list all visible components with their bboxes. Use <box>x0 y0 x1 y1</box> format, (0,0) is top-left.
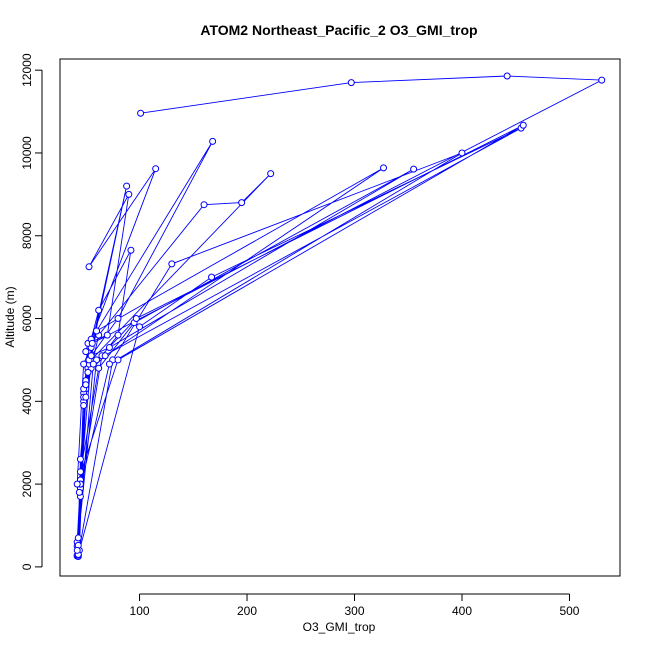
data-point <box>127 246 135 254</box>
data-point <box>123 182 131 190</box>
data-point <box>82 348 90 356</box>
data-point <box>88 339 96 347</box>
data-point <box>84 368 92 376</box>
data-point <box>95 306 103 314</box>
data-point <box>75 488 83 496</box>
data-point <box>80 401 88 409</box>
x-tick-label: 200 <box>237 604 257 618</box>
data-point <box>168 260 176 268</box>
data-point <box>136 323 144 331</box>
x-axis-label: O3_GMI_trop <box>303 620 376 634</box>
data-point <box>73 480 81 488</box>
data-point <box>82 393 90 401</box>
data-point <box>85 263 93 271</box>
data-point <box>267 170 275 178</box>
data-point <box>458 149 466 157</box>
chart-title: ATOM2 Northeast_Pacific_2 O3_GMI_trop <box>200 22 477 38</box>
data-point <box>76 455 84 463</box>
data-point <box>125 190 133 198</box>
y-tick-label: 2000 <box>20 470 34 497</box>
y-tick-label: 0 <box>20 563 34 570</box>
data-point <box>114 331 122 339</box>
data-point <box>347 79 355 87</box>
y-tick-label: 6000 <box>20 305 34 332</box>
data-point <box>87 352 95 360</box>
y-tick-label: 4000 <box>20 388 34 415</box>
x-axis: 100 200 300 400 500 <box>130 593 580 618</box>
data-point <box>519 121 527 129</box>
data-point <box>95 364 103 372</box>
y-tick-label: 12000 <box>20 53 34 87</box>
data-point <box>74 534 82 542</box>
data-point <box>137 109 145 117</box>
data-point <box>114 356 122 364</box>
data-point <box>105 344 113 352</box>
data-point <box>80 360 88 368</box>
plot-frame <box>59 58 621 577</box>
data-point <box>105 360 113 368</box>
data-point <box>152 165 160 173</box>
data-point <box>93 327 101 335</box>
data-point <box>503 72 511 80</box>
y-axis: 0 2000 4000 6000 8000 10000 12000 <box>20 53 43 570</box>
data-point <box>89 360 97 368</box>
data-point <box>114 315 122 323</box>
data-point <box>101 352 109 360</box>
y-axis-label: Altitude (m) <box>3 286 17 347</box>
data-point <box>208 273 216 281</box>
x-tick-label: 500 <box>559 604 579 618</box>
data-point <box>410 165 418 173</box>
y-tick-label: 8000 <box>20 222 34 249</box>
data-point <box>103 331 111 339</box>
data-point <box>82 381 90 389</box>
data-point <box>238 199 246 207</box>
x-tick-label: 100 <box>130 604 150 618</box>
data-point <box>209 137 217 145</box>
data-point <box>598 76 606 84</box>
x-tick-label: 400 <box>452 604 472 618</box>
x-tick-label: 300 <box>344 604 364 618</box>
series-points <box>73 72 606 561</box>
data-point <box>132 315 140 323</box>
data-point <box>200 201 208 209</box>
data-point <box>73 546 81 554</box>
y-tick-label: 10000 <box>20 136 34 170</box>
data-point <box>76 468 84 476</box>
data-point <box>380 164 388 172</box>
